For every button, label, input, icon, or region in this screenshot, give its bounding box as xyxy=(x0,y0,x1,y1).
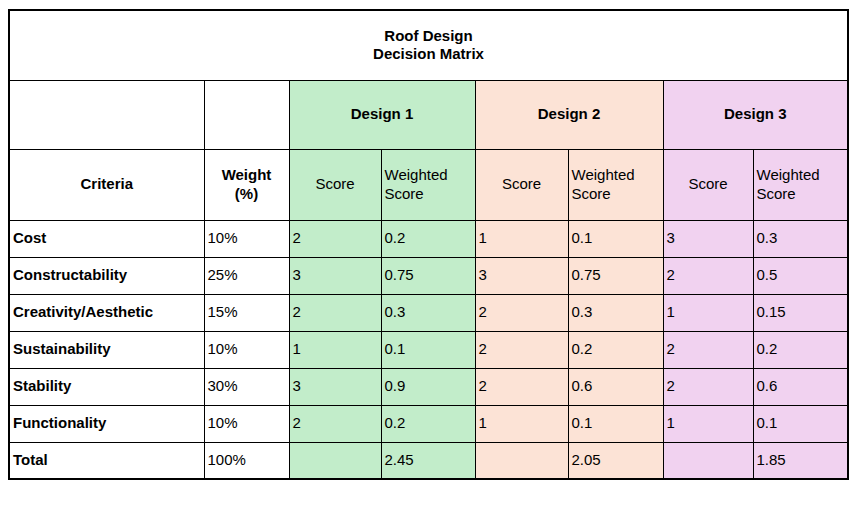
table-title: Roof Design Decision Matrix xyxy=(9,10,848,80)
table-row: Creativity/Aesthetic 15% 2 0.3 2 0.3 1 0… xyxy=(9,294,848,331)
criteria-column-header: Criteria xyxy=(9,149,204,220)
score-cell: 2 xyxy=(475,294,568,331)
score-cell: 2 xyxy=(289,220,381,257)
design-2-weighted-score-header: Weighted Score xyxy=(568,149,663,220)
design-3-header: Design 3 xyxy=(663,80,848,149)
score-cell: 1 xyxy=(289,331,381,368)
weighted-score-cell: 0.6 xyxy=(753,368,848,405)
weighted-score-cell: 0.1 xyxy=(568,405,663,442)
weight-value: 30% xyxy=(204,368,289,405)
total-weighted-score-cell: 2.05 xyxy=(568,442,663,479)
score-cell: 1 xyxy=(475,220,568,257)
weight-header-label: Weight (%) xyxy=(218,166,276,204)
weighted-score-cell: 0.2 xyxy=(381,220,475,257)
score-cell xyxy=(475,442,568,479)
score-cell: 2 xyxy=(475,331,568,368)
score-cell: 2 xyxy=(663,368,753,405)
table-row: Functionality 10% 2 0.2 1 0.1 1 0.1 xyxy=(9,405,848,442)
column-header-row: Criteria Weight (%) Score Weighted Score… xyxy=(9,149,848,220)
criteria-label: Creativity/Aesthetic xyxy=(9,294,204,331)
design-3-weighted-score-header: Weighted Score xyxy=(753,149,848,220)
decision-matrix-table: Roof Design Decision Matrix Design 1 Des… xyxy=(8,9,849,480)
score-cell: 2 xyxy=(475,368,568,405)
score-cell: 2 xyxy=(289,294,381,331)
criteria-label: Cost xyxy=(9,220,204,257)
weight-value: 10% xyxy=(204,220,289,257)
weighted-score-cell: 0.2 xyxy=(753,331,848,368)
score-cell: 1 xyxy=(475,405,568,442)
score-cell: 2 xyxy=(289,405,381,442)
empty-cell-weight xyxy=(204,80,289,149)
design-1-header: Design 1 xyxy=(289,80,475,149)
table-row: Cost 10% 2 0.2 1 0.1 3 0.3 xyxy=(9,220,848,257)
score-cell: 2 xyxy=(663,331,753,368)
total-weighted-score-cell: 1.85 xyxy=(753,442,848,479)
weight-column-header: Weight (%) xyxy=(204,149,289,220)
title-row: Roof Design Decision Matrix xyxy=(9,10,848,80)
total-weighted-score-cell: 2.45 xyxy=(381,442,475,479)
design-1-weighted-score-header: Weighted Score xyxy=(381,149,475,220)
weighted-score-cell: 0.9 xyxy=(381,368,475,405)
weighted-score-cell: 0.5 xyxy=(753,257,848,294)
weight-value: 10% xyxy=(204,331,289,368)
table-row: Sustainability 10% 1 0.1 2 0.2 2 0.2 xyxy=(9,331,848,368)
design-2-header: Design 2 xyxy=(475,80,663,149)
total-weight-value: 100% xyxy=(204,442,289,479)
criteria-label: Sustainability xyxy=(9,331,204,368)
score-cell xyxy=(289,442,381,479)
page: Roof Design Decision Matrix Design 1 Des… xyxy=(0,0,854,511)
weighted-score-cell: 0.1 xyxy=(381,331,475,368)
weighted-score-cell: 0.2 xyxy=(381,405,475,442)
score-cell xyxy=(663,442,753,479)
weighted-score-cell: 0.15 xyxy=(753,294,848,331)
weighted-score-cell: 0.3 xyxy=(381,294,475,331)
design-1-score-header: Score xyxy=(289,149,381,220)
score-cell: 3 xyxy=(663,220,753,257)
empty-cell-criteria xyxy=(9,80,204,149)
score-cell: 3 xyxy=(289,257,381,294)
weighted-score-cell: 0.1 xyxy=(568,220,663,257)
score-cell: 3 xyxy=(289,368,381,405)
design-group-header-row: Design 1 Design 2 Design 3 xyxy=(9,80,848,149)
weighted-score-cell: 0.75 xyxy=(568,257,663,294)
weight-value: 25% xyxy=(204,257,289,294)
design-3-score-header: Score xyxy=(663,149,753,220)
weighted-score-cell: 0.1 xyxy=(753,405,848,442)
criteria-label: Functionality xyxy=(9,405,204,442)
total-row: Total 100% 2.45 2.05 1.85 xyxy=(9,442,848,479)
criteria-label: Stability xyxy=(9,368,204,405)
weighted-score-cell: 0.3 xyxy=(568,294,663,331)
weight-value: 15% xyxy=(204,294,289,331)
weighted-score-cell: 0.75 xyxy=(381,257,475,294)
score-cell: 1 xyxy=(663,294,753,331)
design-2-score-header: Score xyxy=(475,149,568,220)
weighted-score-cell: 0.2 xyxy=(568,331,663,368)
criteria-label: Constructability xyxy=(9,257,204,294)
score-cell: 1 xyxy=(663,405,753,442)
score-cell: 2 xyxy=(663,257,753,294)
score-cell: 3 xyxy=(475,257,568,294)
table-row: Constructability 25% 3 0.75 3 0.75 2 0.5 xyxy=(9,257,848,294)
weighted-score-cell: 0.6 xyxy=(568,368,663,405)
table-row: Stability 30% 3 0.9 2 0.6 2 0.6 xyxy=(9,368,848,405)
total-label: Total xyxy=(9,442,204,479)
weighted-score-cell: 0.3 xyxy=(753,220,848,257)
weight-value: 10% xyxy=(204,405,289,442)
